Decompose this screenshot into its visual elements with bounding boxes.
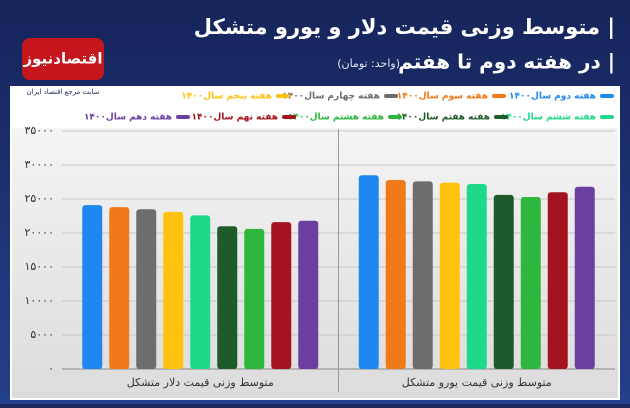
bar [358, 175, 379, 369]
legend-swatch [600, 94, 614, 98]
tagline: سایت مرجع اقتصاد ایران [27, 88, 100, 96]
legend-label: هفته سوم سال۱۴۰۰ [397, 92, 488, 102]
legend-label: هفته پنجم سال۱۴۰۰ [181, 92, 272, 102]
legend-swatch [600, 115, 614, 119]
y-tick-label: ۵۰۰۰ [30, 328, 54, 341]
legend-swatch [494, 115, 508, 119]
bar [574, 186, 595, 369]
bar [547, 192, 568, 369]
brand: اقتصادنیوز [23, 50, 103, 68]
chart-title: | متوسط وزنی قیمت دلار و یورو متشکل [194, 15, 615, 40]
bar [466, 184, 487, 369]
bar [82, 205, 103, 369]
legend-swatch [282, 115, 296, 119]
bar [109, 207, 130, 369]
y-tick-label: ۳۰۰۰۰ [24, 158, 54, 171]
legend-label: هفته چهارم سال۱۴۰۰ [282, 92, 380, 102]
x-tick-label: متوسط وزنی قیمت دلار متشکل [127, 376, 274, 389]
bar [271, 222, 292, 369]
unit-note: (واحد: تومان) [337, 57, 400, 70]
y-tick-label: ۲۰۰۰۰ [24, 226, 54, 239]
legend-label: هفته ششم سال۱۴۰۰ [501, 113, 596, 123]
legend-swatch [388, 115, 402, 119]
bar [385, 179, 406, 369]
bar [244, 228, 265, 369]
legend-label: هفته هشتم سال۱۴۰۰ [288, 113, 384, 123]
y-tick-label: ۰ [48, 362, 54, 375]
bar [412, 181, 433, 369]
logo [22, 38, 104, 80]
bar [217, 226, 238, 369]
legend-swatch [176, 115, 190, 119]
legend-swatch [492, 94, 506, 98]
legend-label: هفته هفتم سال۱۴۰۰ [396, 113, 490, 123]
legend-label: هفته دهم سال۱۴۰۰ [84, 113, 172, 123]
y-tick-label: ۲۵۰۰۰ [24, 192, 54, 205]
bar [190, 215, 211, 369]
x-tick-label: متوسط وزنی قیمت یورو متشکل [402, 376, 552, 389]
y-tick-label: ۱۰۰۰۰ [24, 294, 54, 307]
bar [136, 209, 157, 369]
bar [520, 196, 541, 369]
bar [493, 194, 514, 369]
legend-swatch [276, 94, 290, 98]
legend-label: هفته نهم سال۱۴۰۰ [191, 113, 278, 123]
bar [298, 220, 319, 369]
bar [163, 211, 184, 369]
chart-subtitle: | در هفته دوم تا هفتم [398, 50, 615, 74]
bar [439, 182, 460, 369]
y-tick-label: ۱۵۰۰۰ [24, 260, 54, 273]
legend-label: هفته دوم سال۱۴۰۰ [509, 92, 596, 102]
y-tick-label: ۳۵۰۰۰ [24, 124, 54, 137]
legend-swatch [384, 94, 398, 98]
